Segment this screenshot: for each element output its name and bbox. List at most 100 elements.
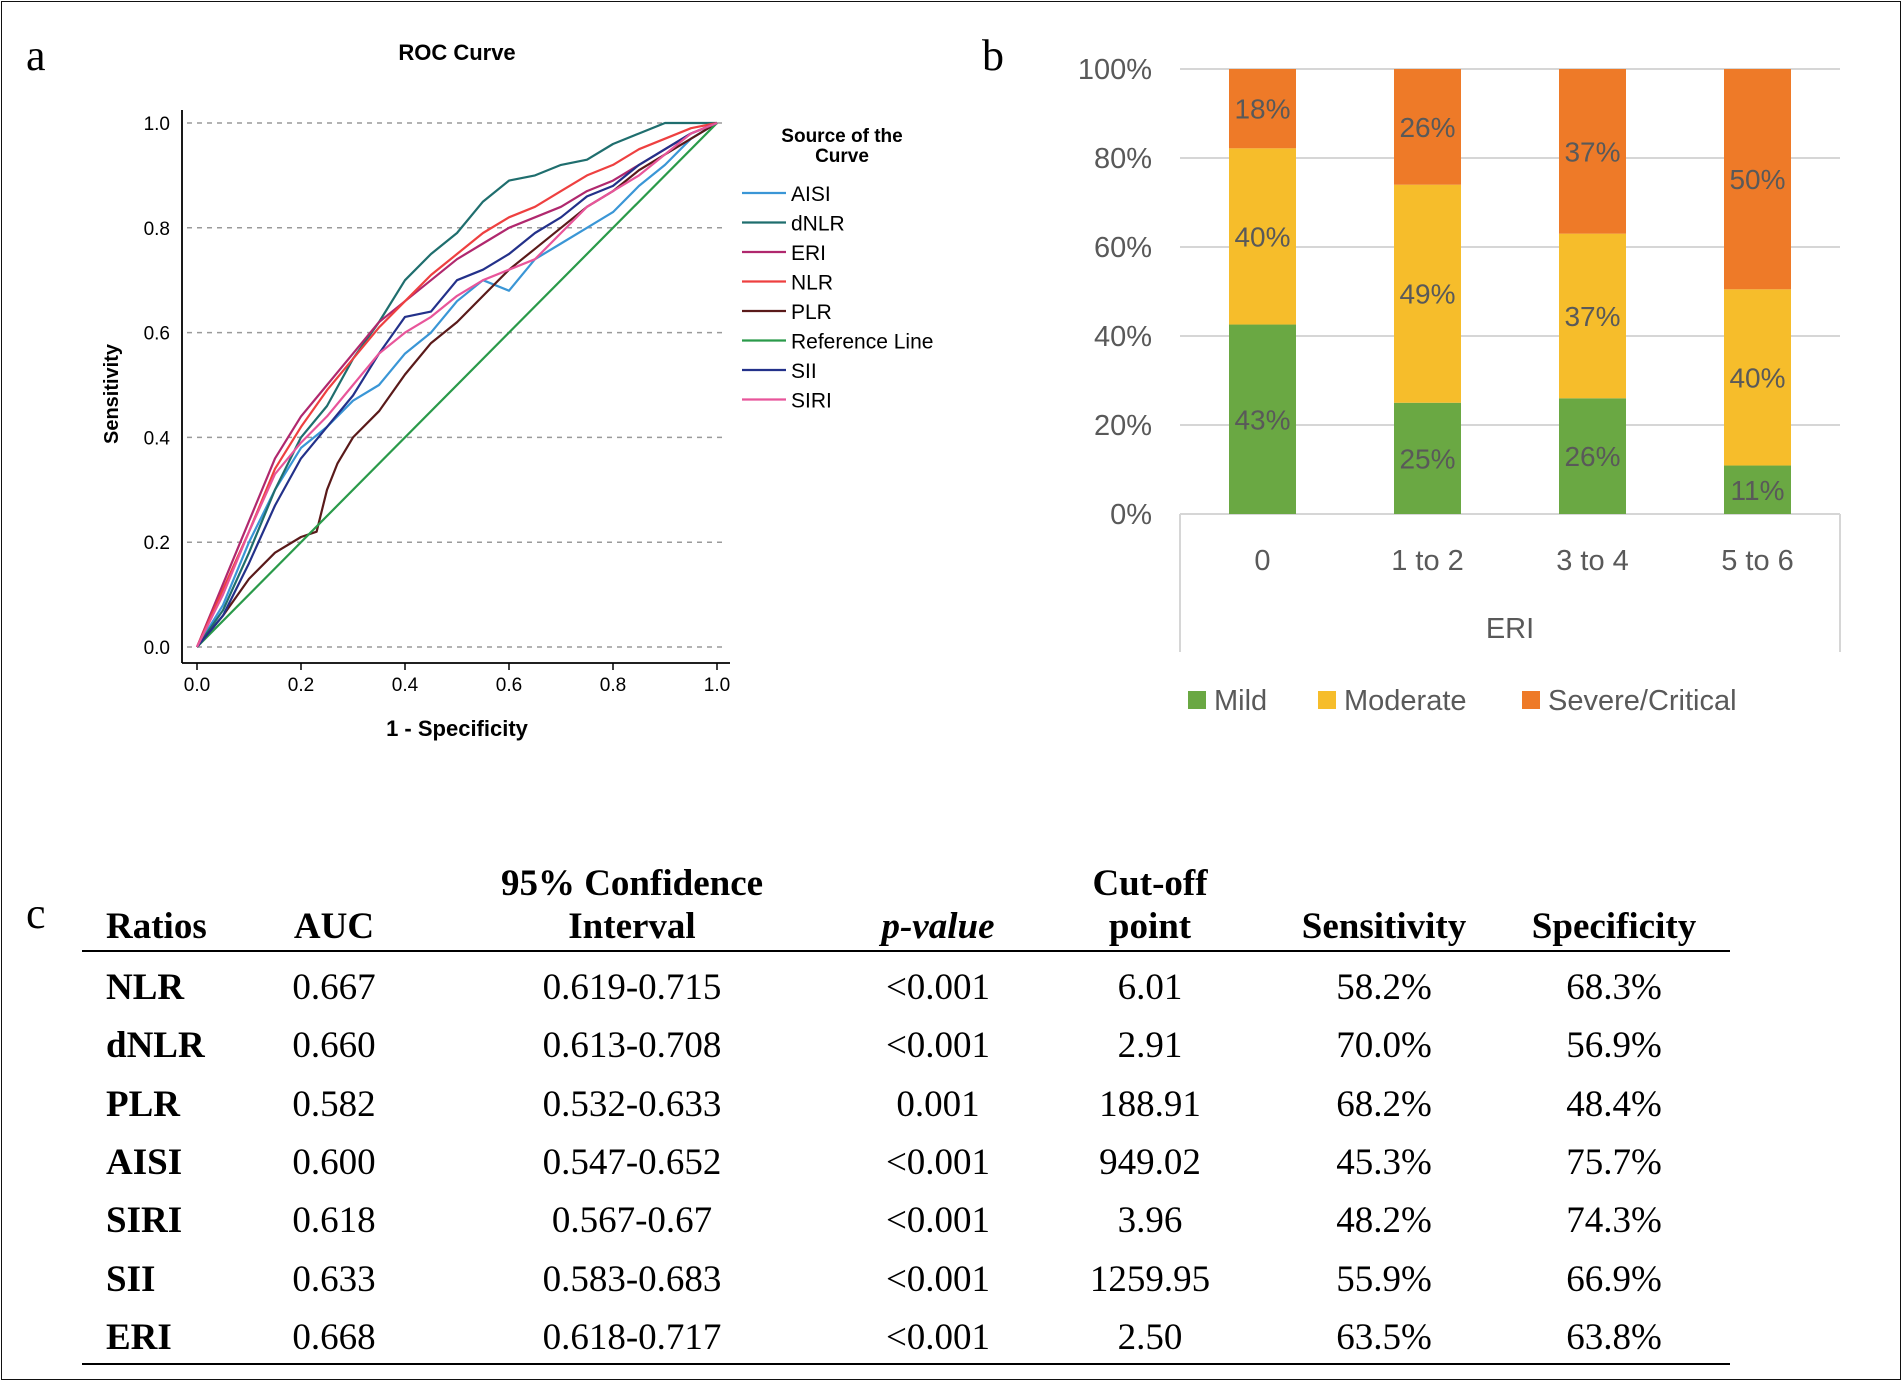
roc-chart: ROC Curve 1 - Specificity Sensitivity 0.… [101,40,933,741]
bar-data-label: 26% [1399,112,1455,143]
bar-y-tick-label: 40% [1094,321,1152,353]
panel-label-b: b [982,31,1004,80]
table-cell-auc: 0.618 [292,1200,376,1242]
table-cell-specificity: 75.7% [1566,1141,1662,1183]
bar-x-tick-label: 1 to 2 [1391,545,1464,577]
table-cell-specificity: 68.3% [1566,967,1662,1008]
table-cell-p-value: 0.001 [896,1083,980,1125]
table-cell-sensitivity: 48.2% [1336,1200,1432,1242]
roc-legend-label-nlr: NLR [791,272,833,295]
roc-line-nlr [195,121,718,648]
table-cell-p-value: <0.001 [885,1258,991,1300]
roc-line-siri [196,121,718,648]
table-cell-auc: 0.667 [292,967,376,1008]
table-cell-sensitivity: 68.2% [1336,1083,1432,1125]
table-cell-ci: 0.613-0.708 [542,1025,722,1067]
header-ci-line2: Interval [568,906,696,947]
bar-segment-moderate [1229,148,1296,325]
bar-legend-swatch-mild [1188,691,1206,709]
roc-y-tick-label: 0.6 [144,324,170,345]
roc-legend-label-reference-line: Reference Line [791,331,933,354]
table-cell-specificity: 63.8% [1566,1316,1662,1358]
table-cell-p-value: <0.001 [885,1141,991,1183]
bar-legend-label-moderate: Moderate [1344,685,1467,717]
table-cell-cutoff: 188.91 [1099,1083,1201,1125]
bar-legend-label-severe-critical: Severe/Critical [1548,685,1737,717]
table-cell-specificity: 56.9% [1566,1025,1662,1067]
roc-y-tick-label: 0.2 [144,533,170,554]
header-ci-line1: 95% Confidence [500,863,764,904]
table-cell-auc: 0.633 [292,1258,376,1300]
bar-y-tick-label: 100% [1078,54,1152,86]
table-cell-auc: 0.600 [292,1141,376,1183]
bar-segment-moderate [1394,184,1461,403]
bar-segment-mild [1394,402,1461,514]
table-cell-auc: 0.582 [292,1083,376,1125]
bar-segment-mild [1724,465,1791,514]
table-cell-ratio: AISI [106,1141,183,1183]
roc-legend-label-aisi: AISI [791,183,831,206]
bar-data-label: 37% [1564,301,1620,332]
bar-data-label: 40% [1729,362,1785,393]
roc-legend-title-line2: Curve [815,146,869,167]
table-cell-sensitivity: 45.3% [1336,1141,1432,1183]
roc-legend-label-siri: SIRI [791,390,832,413]
header-auc: AUC [293,906,375,947]
bar-y-tick-label: 0% [1110,499,1152,531]
table-cell-ci: 0.618-0.717 [542,1316,722,1358]
table-cell-sensitivity: 55.9% [1336,1258,1432,1300]
table-cell-ratio: PLR [106,1083,180,1125]
table-cell-cutoff: 949.02 [1099,1141,1201,1183]
bar-data-label: 50% [1729,164,1785,195]
roc-x-tick-label: 0.0 [184,675,210,696]
bar-y-tick-label: 80% [1094,143,1152,175]
table-cell-ratio: SIRI [106,1200,183,1242]
bar-segment-moderate [1559,233,1626,399]
roc-y-tick-label: 0.8 [144,219,170,240]
header-cutoff-line1: Cut-off [1092,863,1208,904]
bar-y-tick-labels: 0% 20% 40% 60% 80% 100% [1078,54,1152,531]
stacked-bar-chart: 43% 40% 18% 25% 49% 26% 26% 37% 37% 11% 40% 50% 0% 2… [1078,54,1841,717]
table-cell-ci: 0.583-0.683 [542,1258,722,1300]
bar-segment-severe-critical [1559,69,1626,234]
table-cell-specificity: 66.9% [1566,1258,1662,1300]
roc-legend-label-dnlr: dNLR [791,213,845,236]
table-cell-cutoff: 2.50 [1117,1316,1183,1358]
table-cell-p-value: <0.001 [885,1200,991,1242]
roc-y-tick-label: 1.0 [144,114,170,135]
roc-x-tick-label: 0.4 [392,675,419,696]
roc-tick-labels: 0.0 0.2 0.4 0.6 0.8 1.0 0.0 0.2 0.4 0.6 0.8 1.0 [144,114,731,696]
bar-data-label: 11% [1731,475,1785,506]
bar-x-tick-label: 5 to 6 [1721,545,1794,577]
table-cell-cutoff: 2.91 [1117,1025,1183,1067]
roc-line-reference-line [196,122,718,648]
table-cell-ci: 0.532-0.633 [542,1083,722,1125]
table-cell-specificity: 48.4% [1566,1083,1662,1125]
roc-line-dnlr [196,121,717,648]
bar-segment-severe-critical [1394,69,1461,185]
table-cell-p-value: <0.001 [885,967,991,1008]
table-cell-ci: 0.619-0.715 [542,967,722,1008]
roc-title: ROC Curve [398,40,515,65]
roc-line-plr [196,122,718,648]
bar-legend: Mild Moderate Severe/Critical [1188,685,1737,717]
table-cell-auc: 0.660 [292,1025,376,1067]
header-sensitivity: Sensitivity [1301,906,1467,947]
bar-segment-mild [1559,398,1626,514]
bar-legend-swatch-moderate [1318,691,1336,709]
roc-axes [181,110,730,670]
bar-segment-moderate [1724,289,1791,466]
bar-segment-severe-critical [1724,69,1791,290]
bar-x-tick-label: 0 [1254,545,1270,577]
table-cell-cutoff: 1259.95 [1089,1258,1211,1300]
table-cell-sensitivity: 70.0% [1336,1025,1432,1067]
table-cell-p-value: <0.001 [885,1025,991,1067]
roc-gridlines [187,122,727,648]
bar-x-tick-label: 3 to 4 [1556,545,1629,577]
header-specificity: Specificity [1531,906,1697,947]
table-cell-cutoff: 6.01 [1117,967,1183,1008]
table-cell-auc: 0.668 [292,1316,376,1358]
table-cell-sensitivity: 58.2% [1336,967,1432,1008]
